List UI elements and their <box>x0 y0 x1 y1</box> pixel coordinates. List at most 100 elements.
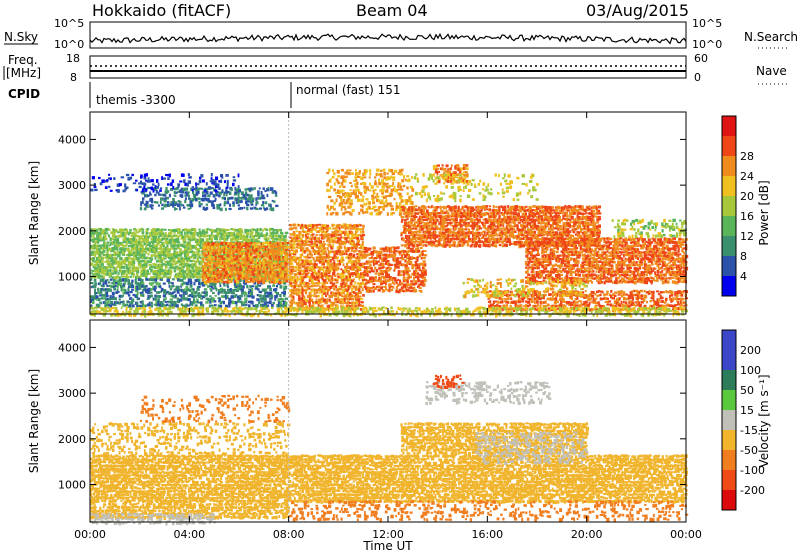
heatmap-cell-band-0 <box>178 267 182 269</box>
heatmap-cell-band-7 <box>368 176 371 179</box>
heatmap-cell-band-0 <box>247 240 251 244</box>
heatmap-cell-band-4 <box>264 277 268 280</box>
heatmap-cell-band-0 <box>100 244 105 247</box>
heatmap-cell-band-7 <box>406 175 410 178</box>
heatmap-cell-band-2 <box>250 194 253 198</box>
nave-tick-low: 0 <box>694 71 701 84</box>
heatmap-cell-band-1 <box>197 278 201 282</box>
heatmap-cell-band-6 <box>416 247 420 250</box>
freq-panel: Freq. [MHz] 18 8 60 0 Nave <box>3 52 790 85</box>
heatmap-cell-band-0 <box>143 237 147 241</box>
heatmap-cell-band-3 <box>201 179 205 183</box>
heatmap-cell-band-1 <box>137 278 142 282</box>
heatmap-cell-band-4 <box>281 246 285 250</box>
heatmap-cell-band-5 <box>358 239 360 243</box>
heatmap-cell-band-1 <box>143 288 147 291</box>
heatmap-cell-band-0 <box>257 232 260 236</box>
heatmap-cell-band-0 <box>235 244 238 247</box>
heatmap-cell-band-1 <box>230 295 234 299</box>
heatmap-cell-band-2 <box>168 204 171 207</box>
heatmap-cell-band-0 <box>115 257 118 260</box>
heatmap-cell-band-5 <box>336 229 339 233</box>
heatmap-cell-band-0 <box>120 275 124 278</box>
heatmap-cell-band-7 <box>397 188 401 191</box>
heatmap-cell-band-1 <box>141 303 145 307</box>
heatmap-cell-band-0 <box>184 235 187 238</box>
heatmap-cell-band-0 <box>256 234 260 238</box>
heatmap-cell-band-6 <box>375 260 378 265</box>
heatmap-cell-band-0 <box>254 235 258 237</box>
heatmap-cell-band-1 <box>117 291 120 293</box>
heatmap-cell-band-0 <box>253 262 256 266</box>
heatmap-cell-band-1 <box>113 297 117 301</box>
heatmap-cell-band-1 <box>182 294 185 298</box>
heatmap-cell-band-1 <box>124 278 128 282</box>
heatmap-cell-band-5 <box>329 250 332 254</box>
freq-tick-high: 18 <box>66 52 80 65</box>
heatmap-cell-band-7 <box>382 168 386 172</box>
heatmap-cell-band-4 <box>205 254 208 257</box>
heatmap-cell-band-0 <box>216 227 220 230</box>
heatmap-cell-band-0 <box>190 260 193 263</box>
heatmap-cell-band-6 <box>410 280 413 283</box>
heatmap-cell-band-7 <box>401 195 404 198</box>
heatmap-cell-band-1 <box>108 298 111 301</box>
heatmap-cell-band-1 <box>122 300 125 305</box>
heatmap-cell-band-6 <box>379 256 382 260</box>
heatmap-cell-band-7 <box>370 185 374 189</box>
heatmap-cell-band-0 <box>159 240 162 244</box>
heatmap-cell-band-0 <box>166 253 170 257</box>
heatmap-cell-band-3 <box>165 173 167 176</box>
heatmap-cell-band-5 <box>301 234 305 238</box>
heatmap-cell-band-1 <box>150 282 153 286</box>
heatmap-cell-band-5 <box>347 259 352 264</box>
heatmap-cell-band-0 <box>106 269 109 273</box>
heatmap-cell-band-0 <box>233 237 237 241</box>
heatmap-cell-band-0 <box>182 235 185 239</box>
heatmap-cell-band-0 <box>92 265 95 269</box>
heatmap-cell-band-7 <box>333 172 336 176</box>
heatmap-cell-band-0 <box>90 228 93 231</box>
heatmap-cell-band-0 <box>111 250 115 252</box>
heatmap-cell-band-1 <box>129 284 133 289</box>
heatmap-cell-band-0 <box>111 276 115 279</box>
heatmap-cell-band-1 <box>100 297 104 300</box>
heatmap-cell-band-1 <box>180 278 184 282</box>
heatmap-cell-band-2 <box>184 194 187 197</box>
heatmap-cell-band-0 <box>136 253 140 257</box>
heatmap-cell-band-0 <box>279 260 283 263</box>
heatmap-cell-band-2 <box>264 201 268 205</box>
heatmap-cell-band-1 <box>200 301 203 306</box>
heatmap-cell-band-2 <box>262 194 265 198</box>
heatmap-cell-band-7 <box>388 202 392 205</box>
heatmap-cell-band-0 <box>177 275 180 279</box>
heatmap-cell-band-0 <box>102 237 106 242</box>
heatmap-cell-band-0 <box>247 275 251 278</box>
heatmap-cell-band-7 <box>342 199 345 203</box>
heatmap-cell-band-7 <box>409 186 414 189</box>
heatmap-cell-band-0 <box>198 231 202 235</box>
heatmap-cell-band-0 <box>136 244 139 248</box>
heatmap-cell-band-0 <box>194 253 197 257</box>
heatmap-cell-band-5 <box>308 300 311 304</box>
heatmap-cell-band-0 <box>170 231 173 235</box>
heatmap-cell-band-0 <box>156 232 159 236</box>
heatmap-cell-band-4 <box>278 255 281 259</box>
heatmap-cell-band-4 <box>255 258 258 263</box>
heatmap-cell-band-1 <box>109 300 113 305</box>
heatmap-cell-band-0 <box>127 256 131 260</box>
heatmap-cell-band-1 <box>155 300 158 304</box>
heatmap-cell-band-0 <box>136 275 139 279</box>
heatmap-cell-band-8 <box>436 218 439 222</box>
heatmap-cell-band-4 <box>244 262 247 266</box>
heatmap-cell-band-3 <box>225 174 229 177</box>
heatmap-cell-band-0 <box>113 260 116 264</box>
heatmap-cell-band-1 <box>125 291 129 295</box>
heatmap-cell-band-0 <box>252 235 255 239</box>
heatmap-cell-band-1 <box>219 298 221 301</box>
heatmap-cell-band-2 <box>161 203 164 207</box>
heatmap-cell-band-0 <box>180 243 184 247</box>
heatmap-cell-band-2 <box>154 201 157 204</box>
heatmap-cell-band-1 <box>111 297 115 300</box>
heatmap-cell-band-0 <box>202 241 206 245</box>
